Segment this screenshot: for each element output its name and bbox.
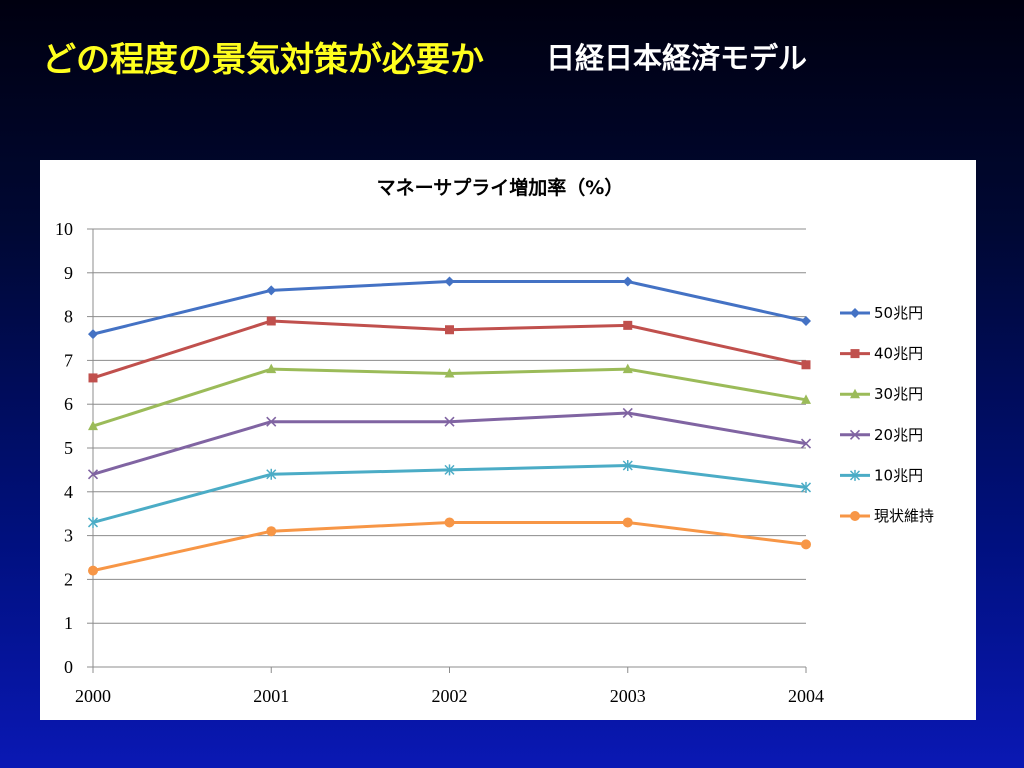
series-line bbox=[92, 520, 807, 573]
series-2 bbox=[88, 363, 811, 431]
y-tick-label: 6 bbox=[64, 394, 73, 414]
data-point bbox=[88, 565, 98, 576]
legend-marker bbox=[850, 349, 860, 359]
legend-item: 現状維持 bbox=[840, 507, 934, 525]
legend-item: 10兆円 bbox=[840, 466, 923, 484]
data-point bbox=[800, 438, 812, 449]
legend-label: 20兆円 bbox=[874, 426, 923, 444]
x-tick-label: 2004 bbox=[788, 686, 824, 706]
y-tick-label: 8 bbox=[64, 307, 73, 327]
data-point bbox=[88, 329, 98, 340]
data-point bbox=[801, 539, 811, 550]
legend-label: 50兆円 bbox=[874, 304, 923, 322]
series-0 bbox=[88, 276, 811, 340]
legend-marker bbox=[849, 429, 861, 440]
data-point bbox=[622, 407, 633, 419]
series-3 bbox=[87, 407, 812, 480]
legend-label: 30兆円 bbox=[874, 385, 923, 403]
y-tick-label: 5 bbox=[64, 438, 73, 458]
y-tick-label: 0 bbox=[64, 657, 73, 677]
data-point bbox=[801, 315, 811, 326]
data-point bbox=[266, 416, 277, 427]
data-point bbox=[88, 373, 98, 383]
data-point bbox=[266, 526, 277, 537]
data-point bbox=[623, 320, 633, 330]
data-point bbox=[266, 468, 277, 480]
series-group bbox=[87, 276, 812, 576]
legend-marker bbox=[849, 469, 861, 481]
data-point bbox=[622, 363, 633, 374]
x-tick-label: 2000 bbox=[75, 686, 111, 706]
slide-main-title: どの程度の景気対策が必要か bbox=[42, 39, 484, 80]
chart-title: マネーサプライ増加率（%） bbox=[377, 176, 624, 199]
legend-marker bbox=[850, 308, 860, 318]
y-tick-label: 3 bbox=[64, 526, 73, 546]
data-point bbox=[444, 464, 455, 476]
legend-label: 現状維持 bbox=[874, 507, 934, 525]
data-point bbox=[266, 285, 277, 296]
legend-label: 10兆円 bbox=[874, 466, 923, 484]
y-tick-label: 10 bbox=[55, 219, 73, 239]
y-tick-label: 2 bbox=[64, 569, 73, 589]
y-tick-label: 4 bbox=[64, 482, 73, 502]
legend-label: 40兆円 bbox=[874, 345, 923, 363]
data-point bbox=[444, 368, 455, 378]
x-tick-label: 2003 bbox=[610, 686, 646, 706]
legend-item: 50兆円 bbox=[840, 304, 923, 322]
legend-marker bbox=[850, 388, 860, 399]
x-tick-label: 2002 bbox=[432, 686, 468, 706]
chart-panel: マネーサプライ増加率（%） 0 1 2 3 4 5 6 7 8 9 10 2000 2001 2002 20… bbox=[40, 160, 976, 720]
data-point bbox=[800, 481, 812, 493]
slide-subtitle: 日経日本経済モデル bbox=[546, 41, 808, 75]
data-point bbox=[444, 416, 455, 427]
y-tick-label: 1 bbox=[64, 613, 73, 633]
data-point bbox=[801, 394, 811, 404]
data-point bbox=[622, 460, 633, 472]
data-point bbox=[444, 276, 455, 287]
data-point bbox=[88, 420, 98, 431]
data-point bbox=[445, 325, 454, 335]
y-tick-label: 9 bbox=[64, 263, 73, 283]
data-point bbox=[622, 276, 633, 287]
x-tick-label: 2001 bbox=[253, 686, 289, 706]
legend-item: 30兆円 bbox=[840, 385, 923, 403]
data-point bbox=[801, 360, 811, 370]
data-point bbox=[87, 516, 99, 528]
slide-title: どの程度の景気対策が必要か 日経日本経済モデル bbox=[42, 30, 807, 82]
series-4 bbox=[87, 460, 812, 528]
y-tick-label: 7 bbox=[64, 350, 73, 370]
series-5 bbox=[88, 517, 811, 576]
line-chart: マネーサプライ増加率（%） 0 1 2 3 4 5 6 7 8 9 10 2000 2001 2002 20… bbox=[55, 176, 934, 706]
legend-item: 40兆円 bbox=[840, 345, 923, 363]
legend-marker bbox=[850, 511, 860, 521]
data-point bbox=[266, 363, 277, 374]
legend-item: 20兆円 bbox=[840, 426, 923, 444]
series-line bbox=[92, 367, 807, 428]
axes: 0 1 2 3 4 5 6 7 8 9 10 2000 2001 2002 2003 2004 bbox=[55, 219, 824, 706]
data-point bbox=[622, 517, 633, 528]
data-point bbox=[87, 469, 99, 480]
series-1 bbox=[88, 316, 811, 383]
data-point bbox=[444, 517, 455, 528]
data-point bbox=[266, 316, 276, 326]
